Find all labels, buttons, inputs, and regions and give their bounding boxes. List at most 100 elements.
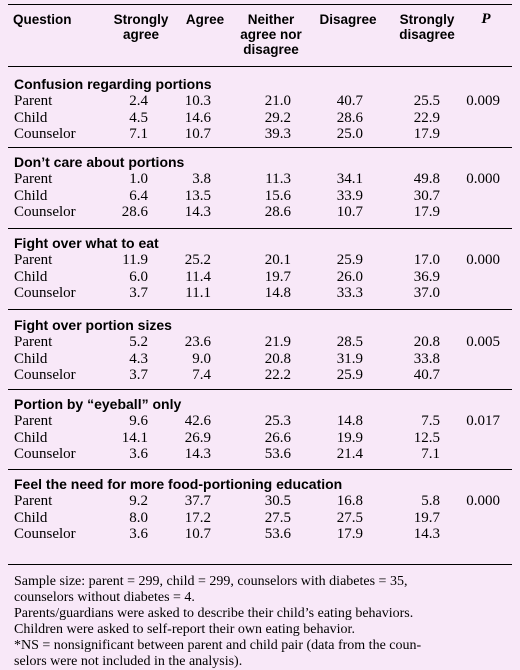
p-value-cell: 0.005 bbox=[466, 334, 500, 350]
table-cell: 42.6 bbox=[184, 413, 211, 429]
table-cell: 53.6 bbox=[264, 446, 291, 462]
row-label: Counselor bbox=[14, 367, 76, 383]
table-row: Parent 5.2 23.6 21.9 28.5 20.8 0.005 bbox=[0, 334, 520, 351]
table-cell: 40.7 bbox=[413, 367, 440, 383]
table-cell: 19.7 bbox=[264, 268, 291, 285]
table-cell: 14.8 bbox=[264, 285, 291, 301]
table-cell: 6.4 bbox=[129, 187, 148, 204]
table-cell: 21.0 bbox=[264, 93, 291, 109]
bottom-rule bbox=[8, 564, 512, 565]
p-value-cell: 0.000 bbox=[466, 252, 500, 268]
table-row: Child 8.0 17.2 27.5 27.5 19.7 bbox=[0, 510, 520, 527]
row-label: Counselor bbox=[14, 126, 76, 142]
table-row: Parent 11.9 25.2 20.1 25.9 17.0 0.000 bbox=[0, 252, 520, 269]
header-rule bbox=[8, 66, 512, 67]
footnote-line: selors were not included in the analysis… bbox=[14, 654, 243, 669]
table-cell: 14.6 bbox=[184, 109, 211, 126]
table-cell: 17.9 bbox=[336, 526, 363, 542]
table-cell: 33.3 bbox=[336, 285, 363, 301]
table-cell: 7.1 bbox=[129, 126, 148, 142]
table-cell: 17.2 bbox=[184, 509, 211, 526]
table-cell: 25.2 bbox=[184, 252, 211, 268]
table-cell: 12.5 bbox=[413, 429, 440, 446]
table-cell: 37.7 bbox=[184, 493, 211, 509]
row-label: Child bbox=[14, 350, 48, 367]
table-row: Child 14.1 26.9 26.6 19.9 12.5 bbox=[0, 430, 520, 447]
table-cell: 30.5 bbox=[264, 493, 291, 509]
table-cell: 31.9 bbox=[336, 350, 363, 367]
table-cell: 3.7 bbox=[129, 367, 148, 383]
section-rule bbox=[8, 228, 512, 229]
table-cell: 3.8 bbox=[192, 171, 211, 187]
table-cell: 22.2 bbox=[264, 367, 291, 383]
p-value-cell: 0.009 bbox=[466, 93, 500, 109]
p-value-cell: 0.000 bbox=[466, 171, 500, 187]
table-cell: 3.7 bbox=[129, 285, 148, 301]
row-label: Child bbox=[14, 187, 48, 204]
table-cell: 3.6 bbox=[129, 446, 148, 462]
table-row: Parent 9.2 37.7 30.5 16.8 5.8 0.000 bbox=[0, 493, 520, 510]
footnote-line: Children were asked to self-report their… bbox=[14, 622, 355, 637]
table-cell: 9.0 bbox=[192, 350, 211, 367]
table-cell: 11.3 bbox=[265, 171, 291, 187]
row-label: Child bbox=[14, 429, 48, 446]
table-cell: 39.3 bbox=[264, 126, 291, 142]
table-cell: 36.9 bbox=[413, 268, 440, 285]
table-cell: 21.4 bbox=[336, 446, 363, 462]
section-title: Fight over portion sizes bbox=[14, 317, 172, 333]
table-cell: 9.6 bbox=[129, 413, 148, 429]
table-cell: 7.4 bbox=[192, 367, 211, 383]
table-row: Counselor 7.1 10.7 39.3 25.0 17.9 bbox=[0, 126, 520, 143]
footnote-line: Parents/guardians were asked to describe… bbox=[14, 606, 414, 621]
table-cell: 2.4 bbox=[129, 93, 148, 109]
header-disagree: Disagree bbox=[319, 12, 377, 27]
section-title: Confusion regarding portions bbox=[14, 76, 212, 92]
table-cell: 33.8 bbox=[413, 350, 440, 367]
table-cell: 25.3 bbox=[264, 413, 291, 429]
row-label: Child bbox=[14, 268, 48, 285]
row-label: Counselor bbox=[14, 285, 76, 301]
section-rule bbox=[8, 389, 512, 390]
header-question: Question bbox=[13, 12, 72, 27]
section-title: Feel the need for more food-portioning e… bbox=[14, 476, 343, 492]
table-cell: 10.3 bbox=[184, 93, 211, 109]
table-row: Child 4.5 14.6 29.2 28.6 22.9 bbox=[0, 110, 520, 127]
header-agree: Agree bbox=[185, 12, 225, 27]
table-row: Counselor 3.6 10.7 53.6 17.9 14.3 bbox=[0, 526, 520, 543]
table-cell: 3.6 bbox=[129, 526, 148, 542]
table-cell: 11.4 bbox=[185, 268, 211, 285]
row-label: Parent bbox=[14, 493, 53, 509]
table-cell: 14.3 bbox=[184, 204, 211, 220]
table-cell: 25.9 bbox=[336, 252, 363, 268]
table-cell: 19.7 bbox=[413, 509, 440, 526]
table-cell: 20.8 bbox=[413, 334, 440, 350]
table-cell: 28.5 bbox=[336, 334, 363, 350]
table-cell: 17.0 bbox=[413, 252, 440, 268]
table-cell: 27.5 bbox=[336, 509, 363, 526]
table-cell: 1.0 bbox=[129, 171, 148, 187]
table-cell: 7.1 bbox=[421, 446, 440, 462]
table-row: Child 4.3 9.0 20.8 31.9 33.8 bbox=[0, 351, 520, 368]
row-label: Child bbox=[14, 509, 48, 526]
table-cell: 34.1 bbox=[336, 171, 363, 187]
table-row: Child 6.0 11.4 19.7 26.0 36.9 bbox=[0, 269, 520, 286]
table-cell: 23.6 bbox=[184, 334, 211, 350]
table-row: Counselor 3.7 11.1 14.8 33.3 37.0 bbox=[0, 285, 520, 302]
table-cell: 5.2 bbox=[129, 334, 148, 350]
row-label: Parent bbox=[14, 413, 53, 429]
row-label: Child bbox=[14, 109, 48, 126]
row-label: Parent bbox=[14, 252, 53, 268]
section-rule bbox=[8, 469, 512, 470]
row-label: Parent bbox=[14, 171, 53, 187]
section-title: Portion by “eyeball” only bbox=[14, 396, 182, 412]
row-label: Parent bbox=[14, 334, 53, 350]
footnote-line: counselors without diabetes = 4. bbox=[14, 590, 195, 605]
table-cell: 14.3 bbox=[413, 526, 440, 542]
header-strongly-agree: Strongly agree bbox=[113, 12, 169, 42]
table-cell: 16.8 bbox=[336, 493, 363, 509]
table-row: Child 6.4 13.5 15.6 33.9 30.7 bbox=[0, 188, 520, 205]
table-cell: 5.8 bbox=[421, 493, 440, 509]
row-label: Counselor bbox=[14, 526, 76, 542]
row-label: Parent bbox=[14, 93, 53, 109]
